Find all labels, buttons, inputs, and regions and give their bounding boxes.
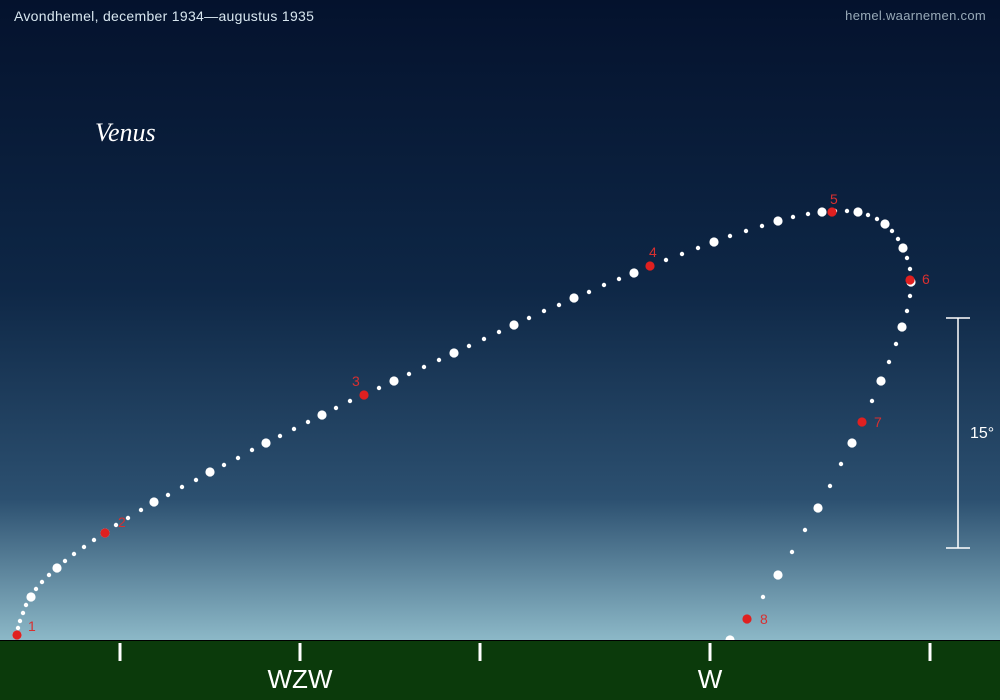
month-label-6: 6 bbox=[922, 271, 930, 287]
planet-label: Venus bbox=[95, 118, 156, 148]
month-label-8: 8 bbox=[760, 611, 768, 627]
month-label-7: 7 bbox=[874, 414, 882, 430]
month-label-3: 3 bbox=[352, 373, 360, 389]
month-label-2: 2 bbox=[118, 514, 126, 530]
sky-background bbox=[0, 0, 1000, 640]
month-label-5: 5 bbox=[830, 191, 838, 207]
month-label-4: 4 bbox=[649, 244, 657, 260]
sky-svg: 1 2 3 4 5 6 7 8 15° WZW W bbox=[0, 0, 1000, 700]
month-label-1: 1 bbox=[28, 618, 36, 634]
chart-credit: hemel.waarnemen.com bbox=[845, 8, 986, 23]
scale-label: 15° bbox=[970, 425, 994, 442]
sky-chart: Avondhemel, december 1934—augustus 1935 … bbox=[0, 0, 1000, 700]
chart-title: Avondhemel, december 1934—augustus 1935 bbox=[14, 8, 314, 24]
ground bbox=[0, 640, 1000, 700]
compass-label: W bbox=[698, 664, 723, 694]
compass-label: WZW bbox=[268, 664, 333, 694]
